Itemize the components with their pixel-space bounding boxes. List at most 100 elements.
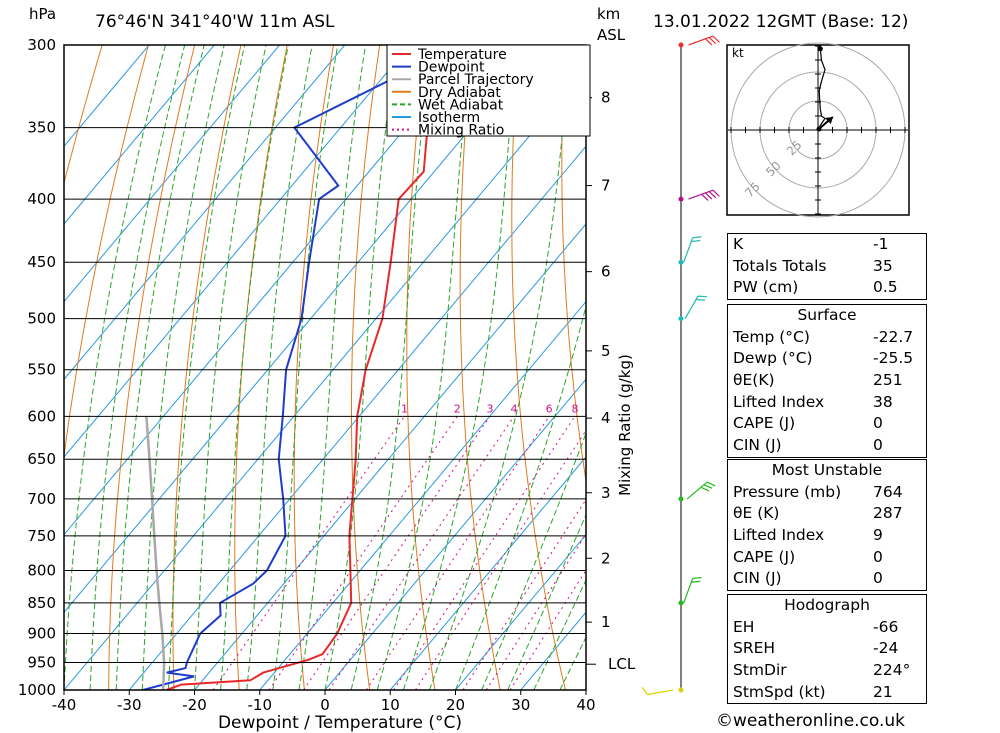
wind-level-dot <box>678 316 684 322</box>
x-tick-label: 20 <box>446 696 465 714</box>
wind-barb-flag <box>695 299 705 301</box>
index-value: -1 <box>873 235 889 253</box>
index-label: K <box>733 235 744 253</box>
wind-barb-flag <box>700 486 710 492</box>
index-row: Lifted Index 9 <box>728 525 926 547</box>
hodograph-top-dot <box>817 46 823 52</box>
index-value: 251 <box>873 371 903 390</box>
x-tick-label: 40 <box>576 696 595 714</box>
isotherm-line <box>64 45 476 536</box>
isotherm-line <box>455 533 586 690</box>
index-row: θE (K) 287 <box>728 503 926 525</box>
index-label: Lifted Index <box>733 392 825 411</box>
wet-adiabat-line <box>324 45 398 690</box>
wind-barb-flag <box>692 236 702 239</box>
dry-adiabat-line <box>64 45 149 460</box>
index-row: CAPE (J) 0 <box>728 547 926 569</box>
unit-km-label: km <box>597 5 621 23</box>
km-tick-label: 4 <box>601 409 611 427</box>
index-row: Lifted Index 38 <box>728 392 926 414</box>
isotherm-line <box>64 67 586 690</box>
index-row: Dewp (°C) -25.5 <box>728 348 926 370</box>
indices-top-panel: K -1 Totals Totals 35 PW (cm) 0.5 <box>727 233 927 301</box>
index-value: 9 <box>873 526 883 545</box>
wind-barb-staff <box>683 237 694 263</box>
index-row: Totals Totals 35 <box>728 256 926 278</box>
x-tick-label: 10 <box>381 696 400 714</box>
index-label: CAPE (J) <box>733 547 796 566</box>
wind-level-dot <box>678 42 684 48</box>
indices-most-unstable-panel: Most Unstable Pressure (mb) 764 θE (K) 287… <box>727 459 927 592</box>
wet-adiabat-line <box>298 45 367 690</box>
wind-barb-flag <box>708 191 717 199</box>
section-title: Hodograph <box>784 596 870 614</box>
pressure-tick-label: 600 <box>27 407 56 425</box>
wind-barb-flag <box>705 38 713 46</box>
isotherm-line <box>389 456 586 690</box>
dry-adiabat-line <box>459 45 501 690</box>
mixing-ratio-line <box>462 498 586 690</box>
index-label: CAPE (J) <box>733 414 796 433</box>
lcl-label: LCL <box>608 655 636 673</box>
index-value: -25.5 <box>873 349 914 368</box>
index-value: 0 <box>873 547 883 566</box>
wind-barb-flag <box>706 481 716 487</box>
index-value: 0.5 <box>873 278 898 297</box>
index-label: SREH <box>733 639 776 658</box>
pressure-tick-label: 1000 <box>18 681 56 699</box>
hodograph-unit-label: kt <box>732 46 744 60</box>
wind-barb-staff <box>684 295 699 319</box>
wind-barb-flag <box>692 576 702 580</box>
index-value: 0 <box>873 569 883 588</box>
pressure-tick-label: 750 <box>27 527 56 545</box>
wet-adiabat-line <box>246 45 313 690</box>
dry-adiabat-line <box>511 45 566 690</box>
mixing-ratio-line <box>485 533 586 690</box>
wet-adiabat-line <box>272 45 339 690</box>
wind-level-dot <box>678 600 684 606</box>
mixing-ratio-label: 8 <box>571 402 578 415</box>
km-tick-label: 5 <box>601 342 611 360</box>
x-tick-label: -10 <box>248 696 273 714</box>
pressure-tick-label: 950 <box>27 654 56 672</box>
index-value: 21 <box>873 682 893 701</box>
km-tick-label: 1 <box>601 613 611 631</box>
isotherm-line <box>64 45 280 303</box>
wind-level-dot <box>678 496 684 502</box>
legend-entry: Isotherm <box>418 110 480 126</box>
mixing-ratio-label: 2 <box>454 402 461 415</box>
index-row: StmDir 224° <box>728 660 926 682</box>
wind-level-dot <box>678 687 684 693</box>
hodograph-trace <box>818 48 826 131</box>
index-row: CIN (J) 0 <box>728 568 926 590</box>
index-row: SREH -24 <box>728 638 926 660</box>
km-tick-label: 8 <box>601 89 611 107</box>
index-row: Pressure (mb) 764 <box>728 482 926 504</box>
wind-barb-flag <box>705 192 713 200</box>
wind-barb-flag <box>691 239 701 243</box>
indices-hodograph-panel: Hodograph EH -66 SREH -24 StmDir 224° StmSp… <box>727 594 927 705</box>
wind-barb-staff <box>688 189 714 200</box>
index-value: -22.7 <box>873 327 914 346</box>
copyright-link[interactable]: ©weatheronline.co.uk <box>716 711 906 731</box>
wet-adiabat-line <box>220 45 289 690</box>
pressure-tick-label: 850 <box>27 594 56 612</box>
temperature-line <box>166 45 458 690</box>
x-tick-label: -30 <box>117 696 142 714</box>
pressure-tick-label: 900 <box>27 625 56 643</box>
wind-barb-flag <box>712 189 720 197</box>
legend-entry: Dry Adiabat <box>418 85 501 101</box>
km-tick-label: 7 <box>601 177 611 195</box>
index-value: 224° <box>873 661 911 680</box>
wind-barb-flag <box>641 686 648 695</box>
wind-barb-staff <box>686 481 708 500</box>
dry-adiabat-line <box>293 45 334 690</box>
pressure-tick-label: 550 <box>27 361 56 379</box>
wet-adiabat-line <box>455 304 586 690</box>
index-label: Totals Totals <box>733 256 827 275</box>
wind-level-dot <box>678 259 684 265</box>
index-row: PW (cm) 0.5 <box>728 277 926 299</box>
